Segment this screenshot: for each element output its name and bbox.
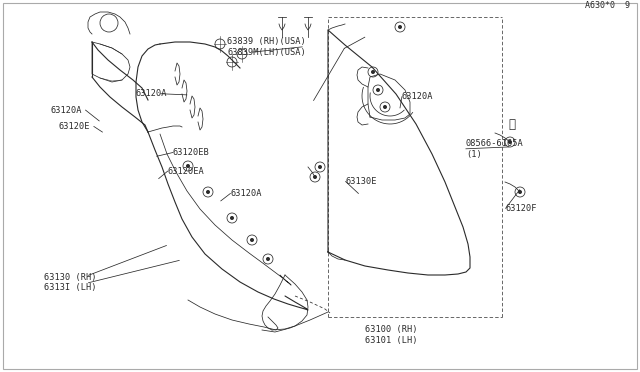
Text: 63100 (RH)
63101 (LH): 63100 (RH) 63101 (LH) [365, 325, 417, 344]
Text: 63120F: 63120F [506, 204, 537, 213]
Circle shape [508, 140, 512, 144]
Text: 08566-6165A
(1): 08566-6165A (1) [466, 139, 524, 158]
Text: 63120A: 63120A [51, 106, 82, 115]
Text: 63120A: 63120A [402, 92, 433, 101]
Text: Ⓢ: Ⓢ [509, 118, 515, 131]
Text: 63130 (RH)
6313I (LH): 63130 (RH) 6313I (LH) [44, 273, 96, 292]
Text: 63120EA: 63120EA [168, 167, 204, 176]
Circle shape [376, 88, 380, 92]
Text: 63120A: 63120A [136, 89, 167, 98]
Circle shape [318, 165, 322, 169]
Circle shape [206, 190, 210, 194]
Circle shape [186, 164, 190, 168]
Circle shape [371, 70, 375, 74]
Circle shape [398, 25, 402, 29]
Circle shape [230, 216, 234, 220]
Text: 63120A: 63120A [230, 189, 262, 198]
Circle shape [250, 238, 254, 242]
Text: 63839 (RH)(USA)
63839M(LH)(USA): 63839 (RH)(USA) 63839M(LH)(USA) [227, 37, 306, 57]
Circle shape [313, 175, 317, 179]
Text: A630*0  9: A630*0 9 [585, 1, 630, 10]
Circle shape [266, 257, 270, 261]
Text: 63120EB: 63120EB [173, 148, 209, 157]
Text: 63120E: 63120E [59, 122, 90, 131]
Text: 63130E: 63130E [346, 177, 377, 186]
Circle shape [518, 190, 522, 194]
Circle shape [383, 105, 387, 109]
